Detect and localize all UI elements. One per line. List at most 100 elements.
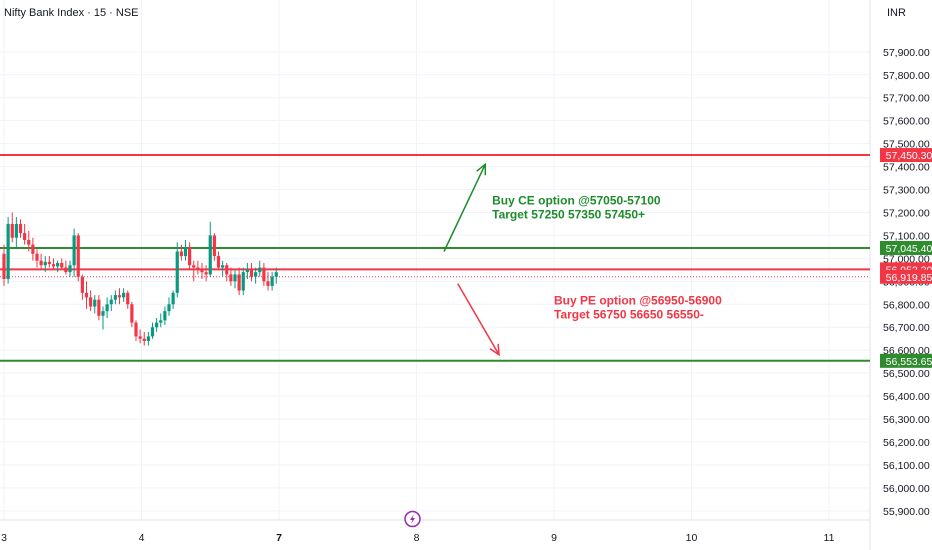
price-tick-label: 56,100.00 bbox=[883, 460, 930, 472]
candle-body bbox=[2, 253, 6, 280]
candle-body bbox=[163, 311, 167, 321]
candle-body bbox=[6, 223, 10, 280]
trend-arrow-head bbox=[476, 162, 487, 176]
candle-body bbox=[216, 256, 221, 268]
candle-body bbox=[229, 274, 233, 282]
candle-body bbox=[175, 251, 179, 293]
trade-note-text[interactable]: Buy PE option @56950-56900 bbox=[554, 293, 722, 307]
lightning-bolt-icon bbox=[410, 514, 415, 524]
candle-body bbox=[208, 235, 212, 275]
price-tick-label: 57,500.00 bbox=[883, 139, 930, 151]
candle-body bbox=[18, 223, 23, 234]
time-tick-label: 11 bbox=[824, 532, 835, 544]
trend-arrow[interactable] bbox=[443, 163, 486, 252]
candle-body bbox=[56, 262, 60, 267]
price-tick-label: 57,800.00 bbox=[883, 70, 930, 82]
time-tick-label: 10 bbox=[686, 532, 698, 544]
candle-body bbox=[109, 299, 113, 305]
candle-body bbox=[237, 274, 241, 291]
candle-body bbox=[196, 267, 200, 270]
candle-body bbox=[101, 311, 105, 316]
currency-label: INR bbox=[887, 7, 906, 19]
candle-body bbox=[221, 265, 225, 268]
candle-body bbox=[270, 276, 274, 286]
candle-body bbox=[159, 320, 163, 323]
candle-body bbox=[266, 281, 270, 286]
price-tick-label: 57,900.00 bbox=[883, 47, 930, 59]
price-tick-label: 55,900.00 bbox=[883, 506, 930, 518]
candle-body bbox=[188, 246, 192, 266]
price-tick-label: 56,400.00 bbox=[883, 391, 930, 403]
price-tick-label: 57,300.00 bbox=[883, 185, 930, 197]
candle-body bbox=[130, 304, 134, 323]
trend-arrow-head bbox=[489, 343, 500, 357]
candle-body bbox=[274, 272, 278, 277]
candle-body bbox=[171, 292, 175, 305]
candle-body bbox=[72, 235, 76, 266]
candle-body bbox=[113, 295, 117, 300]
candle-body bbox=[134, 322, 138, 337]
candle-body bbox=[43, 261, 47, 266]
candle-body bbox=[23, 233, 27, 241]
candle-body bbox=[126, 292, 130, 305]
candle-body bbox=[200, 269, 204, 273]
price-level-tag bbox=[880, 269, 932, 284]
price-tick-label: 56,500.00 bbox=[883, 368, 930, 380]
time-tick-label: 8 bbox=[414, 532, 420, 544]
candle-body bbox=[146, 336, 150, 341]
candle-body bbox=[138, 336, 142, 339]
price-level-tag-text: 56,553.65 bbox=[886, 356, 932, 368]
price-level-tag-text: 56,919.85 bbox=[886, 272, 932, 284]
trade-note-text[interactable]: Buy CE option @57050-57100 bbox=[492, 193, 661, 207]
candle-body bbox=[212, 235, 216, 257]
candle-body bbox=[150, 327, 155, 337]
price-level-tag-text: 57,045.40 bbox=[886, 243, 932, 255]
price-level-tag-text: 57,450.30 bbox=[886, 150, 932, 162]
candle-body bbox=[89, 297, 93, 307]
price-tick-label: 57,100.00 bbox=[883, 230, 930, 242]
price-tick-label: 57,200.00 bbox=[883, 207, 930, 219]
candle-body bbox=[142, 338, 146, 341]
candle-body bbox=[31, 244, 35, 254]
chart-title: Nifty Bank Index · 15 · NSE bbox=[4, 7, 139, 19]
candle-body bbox=[93, 299, 97, 307]
candle-body bbox=[76, 235, 80, 277]
candle-body bbox=[105, 304, 109, 312]
price-tick-label: 56,000.00 bbox=[883, 483, 930, 495]
price-level-tag bbox=[880, 240, 932, 255]
price-tick-label: 56,200.00 bbox=[883, 437, 930, 449]
candle-body bbox=[241, 272, 245, 291]
time-tick-label: 7 bbox=[276, 532, 282, 544]
price-level-tag bbox=[880, 148, 932, 163]
candle-body bbox=[179, 251, 183, 257]
candle-body bbox=[14, 223, 18, 238]
candle-body bbox=[64, 267, 68, 273]
candle-body bbox=[262, 267, 266, 282]
candle-body bbox=[68, 265, 72, 273]
price-level-tag bbox=[880, 353, 932, 368]
candle-body bbox=[39, 260, 43, 266]
candle-body bbox=[204, 272, 208, 275]
candle-body bbox=[117, 295, 122, 298]
trade-note-text[interactable]: Target 57250 57350 57450+ bbox=[492, 207, 645, 221]
trend-arrow[interactable] bbox=[457, 283, 500, 356]
candle-body bbox=[249, 269, 254, 277]
time-tick-label: 4 bbox=[139, 532, 145, 544]
candle-body bbox=[167, 304, 171, 312]
price-tick-label: 56,800.00 bbox=[883, 299, 930, 311]
candle-body bbox=[27, 240, 31, 245]
candle-body bbox=[245, 269, 249, 273]
candle-body bbox=[183, 246, 188, 257]
candle-body bbox=[97, 299, 101, 316]
candle-body bbox=[10, 223, 14, 238]
candle-body bbox=[60, 262, 64, 268]
candle-body bbox=[155, 322, 159, 328]
trade-note-text[interactable]: Target 56750 56650 56550- bbox=[554, 307, 704, 321]
price-tick-label: 57,600.00 bbox=[883, 116, 930, 128]
price-tick-label: 57,400.00 bbox=[883, 162, 930, 174]
candle-body bbox=[84, 292, 89, 298]
candle-body bbox=[254, 272, 258, 277]
time-tick-label: 3 bbox=[1, 532, 7, 544]
